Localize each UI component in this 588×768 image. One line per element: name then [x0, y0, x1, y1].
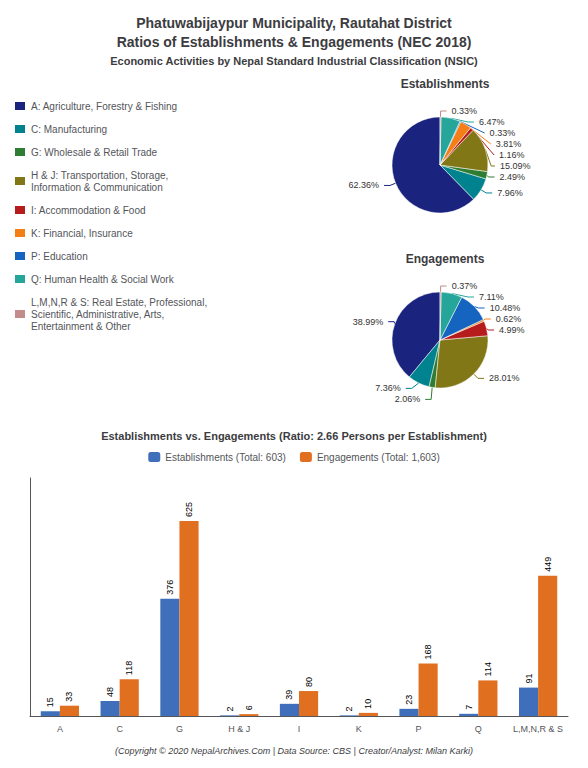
svg-text:0.33%: 0.33%	[490, 128, 516, 138]
svg-text:7: 7	[464, 705, 474, 710]
svg-text:G: Wholesale & Retail Trade: G: Wholesale & Retail Trade	[31, 147, 158, 158]
svg-text:G: G	[176, 724, 183, 734]
svg-text:6.47%: 6.47%	[479, 117, 505, 127]
svg-text:23: 23	[404, 695, 414, 705]
svg-text:6: 6	[244, 705, 254, 710]
svg-text:0.33%: 0.33%	[452, 106, 478, 116]
svg-text:10: 10	[363, 699, 373, 709]
svg-text:L,M,N,R & S: Real Estate, Prof: L,M,N,R & S: Real Estate, Professional,	[31, 297, 207, 308]
svg-text:A: A	[57, 724, 63, 734]
svg-text:Economic Activities by Nepal S: Economic Activities by Nepal Standard In…	[110, 55, 478, 67]
svg-text:2.06%: 2.06%	[395, 394, 421, 404]
svg-text:0.37%: 0.37%	[452, 281, 478, 291]
svg-text:Engagements (Total: 1,603): Engagements (Total: 1,603)	[317, 452, 440, 463]
svg-text:7.36%: 7.36%	[375, 383, 401, 393]
svg-text:91: 91	[524, 674, 534, 684]
svg-text:4.99%: 4.99%	[499, 325, 525, 335]
svg-text:3.81%: 3.81%	[496, 139, 522, 149]
svg-text:H & J: H & J	[228, 724, 250, 734]
svg-text:(Copyright © 2020 NepalArchive: (Copyright © 2020 NepalArchives.Com | Da…	[115, 746, 473, 756]
svg-text:Entertainment & Other: Entertainment & Other	[31, 321, 131, 332]
svg-text:80: 80	[304, 677, 314, 687]
svg-text:449: 449	[543, 557, 553, 572]
svg-text:Q: Q	[475, 724, 482, 734]
svg-text:I: Accommodation & Food: I: Accommodation & Food	[31, 205, 146, 216]
svg-text:Establishments: Establishments	[401, 77, 490, 91]
svg-text:15: 15	[45, 697, 55, 707]
svg-text:7.11%: 7.11%	[479, 292, 504, 302]
svg-text:A: Agriculture, Forestry & Fis: A: Agriculture, Forestry & Fishing	[31, 101, 177, 112]
svg-text:2: 2	[344, 706, 354, 711]
svg-text:48: 48	[105, 687, 115, 697]
svg-text:Scientific, Administrative, Ar: Scientific, Administrative, Arts,	[31, 309, 164, 320]
svg-text:Q: Human Health & Social Work: Q: Human Health & Social Work	[31, 274, 175, 285]
svg-text:I: I	[298, 724, 301, 734]
svg-text:0.62%: 0.62%	[496, 314, 522, 324]
svg-text:33: 33	[64, 692, 74, 702]
svg-text:Engagements: Engagements	[406, 252, 485, 266]
svg-text:62.36%: 62.36%	[348, 180, 379, 190]
svg-text:28.01%: 28.01%	[489, 373, 520, 383]
svg-text:15.09%: 15.09%	[500, 161, 531, 171]
svg-text:Information & Communication: Information & Communication	[31, 182, 163, 193]
svg-text:Phatuwabijaypur Municipality,: Phatuwabijaypur Municipality, Rautahat D…	[136, 15, 452, 31]
svg-text:P: Education: P: Education	[31, 251, 88, 262]
svg-text:114: 114	[483, 662, 493, 676]
svg-text:K: K	[356, 724, 362, 734]
svg-text:C: Manufacturing: C: Manufacturing	[31, 124, 107, 135]
svg-text:1.16%: 1.16%	[499, 150, 525, 160]
svg-text:118: 118	[124, 661, 134, 675]
svg-text:C: C	[116, 724, 123, 734]
svg-text:Ratios of Establishments & Eng: Ratios of Establishments & Engagements (…	[117, 34, 472, 50]
svg-text:H & J: Transportation, Storage: H & J: Transportation, Storage,	[31, 170, 168, 181]
svg-text:38.99%: 38.99%	[353, 317, 384, 327]
svg-text:2.49%: 2.49%	[499, 172, 525, 182]
svg-text:39: 39	[284, 690, 294, 700]
svg-text:K: Financial, Insurance: K: Financial, Insurance	[31, 228, 133, 239]
svg-text:2: 2	[225, 706, 235, 711]
svg-text:168: 168	[423, 645, 433, 660]
svg-text:7.96%: 7.96%	[497, 188, 523, 198]
svg-text:P: P	[416, 724, 422, 734]
svg-text:625: 625	[184, 502, 194, 517]
svg-text:376: 376	[165, 580, 175, 595]
svg-text:L,M,N,R & S: L,M,N,R & S	[513, 724, 563, 734]
svg-text:Establishments (Total: 603): Establishments (Total: 603)	[165, 452, 286, 463]
svg-text:Establishments vs. Engagements: Establishments vs. Engagements (Ratio: 2…	[101, 430, 487, 442]
svg-text:10.48%: 10.48%	[490, 303, 521, 313]
